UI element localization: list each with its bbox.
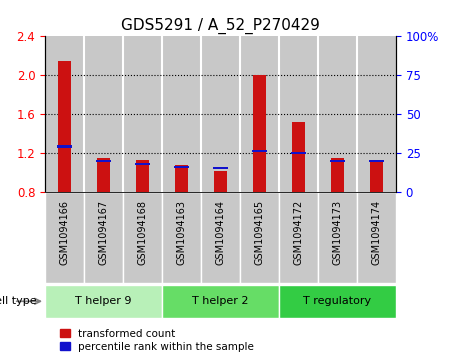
Bar	[162, 285, 279, 318]
Bar	[162, 36, 201, 192]
Bar	[252, 150, 267, 152]
Bar	[201, 192, 240, 283]
Bar	[291, 152, 306, 154]
Bar	[84, 192, 123, 283]
Text: T helper 2: T helper 2	[192, 295, 249, 306]
Bar	[136, 160, 149, 192]
Text: GSM1094166: GSM1094166	[59, 200, 69, 265]
Text: GSM1094167: GSM1094167	[99, 200, 108, 265]
Bar	[58, 61, 71, 192]
Bar	[201, 36, 240, 192]
Text: GSM1094164: GSM1094164	[216, 200, 225, 265]
Bar	[357, 36, 396, 192]
Bar	[97, 158, 110, 192]
Bar	[175, 165, 189, 192]
Bar	[174, 166, 189, 168]
Bar	[240, 192, 279, 283]
Bar	[369, 160, 384, 162]
Bar	[331, 158, 344, 192]
Bar	[318, 192, 357, 283]
Bar	[279, 36, 318, 192]
Bar	[123, 36, 162, 192]
Bar	[370, 160, 383, 192]
Text: GSM1094172: GSM1094172	[293, 200, 303, 265]
Bar	[96, 160, 111, 162]
Bar	[45, 285, 162, 318]
Text: GSM1094168: GSM1094168	[138, 200, 148, 265]
Bar	[84, 36, 123, 192]
Bar	[135, 163, 150, 165]
Legend: transformed count, percentile rank within the sample: transformed count, percentile rank withi…	[56, 325, 258, 356]
Text: T helper 9: T helper 9	[75, 295, 132, 306]
Bar	[279, 192, 318, 283]
Bar	[279, 285, 396, 318]
Text: GSM1094163: GSM1094163	[176, 200, 186, 265]
Bar	[253, 75, 266, 192]
Bar	[292, 122, 305, 192]
Bar	[214, 171, 227, 192]
Bar	[45, 36, 84, 192]
Text: GSM1094174: GSM1094174	[372, 200, 382, 265]
Bar	[45, 192, 84, 283]
Bar	[357, 192, 396, 283]
Text: T regulatory: T regulatory	[303, 295, 372, 306]
Text: GSM1094173: GSM1094173	[333, 200, 342, 265]
Bar	[162, 192, 201, 283]
Bar	[123, 192, 162, 283]
Bar	[318, 36, 357, 192]
Bar	[330, 160, 345, 162]
Bar	[213, 167, 228, 169]
Text: cell type: cell type	[0, 296, 40, 306]
Title: GDS5291 / A_52_P270429: GDS5291 / A_52_P270429	[121, 17, 320, 33]
Text: GSM1094165: GSM1094165	[255, 200, 265, 265]
Bar	[240, 36, 279, 192]
Bar	[57, 146, 72, 148]
